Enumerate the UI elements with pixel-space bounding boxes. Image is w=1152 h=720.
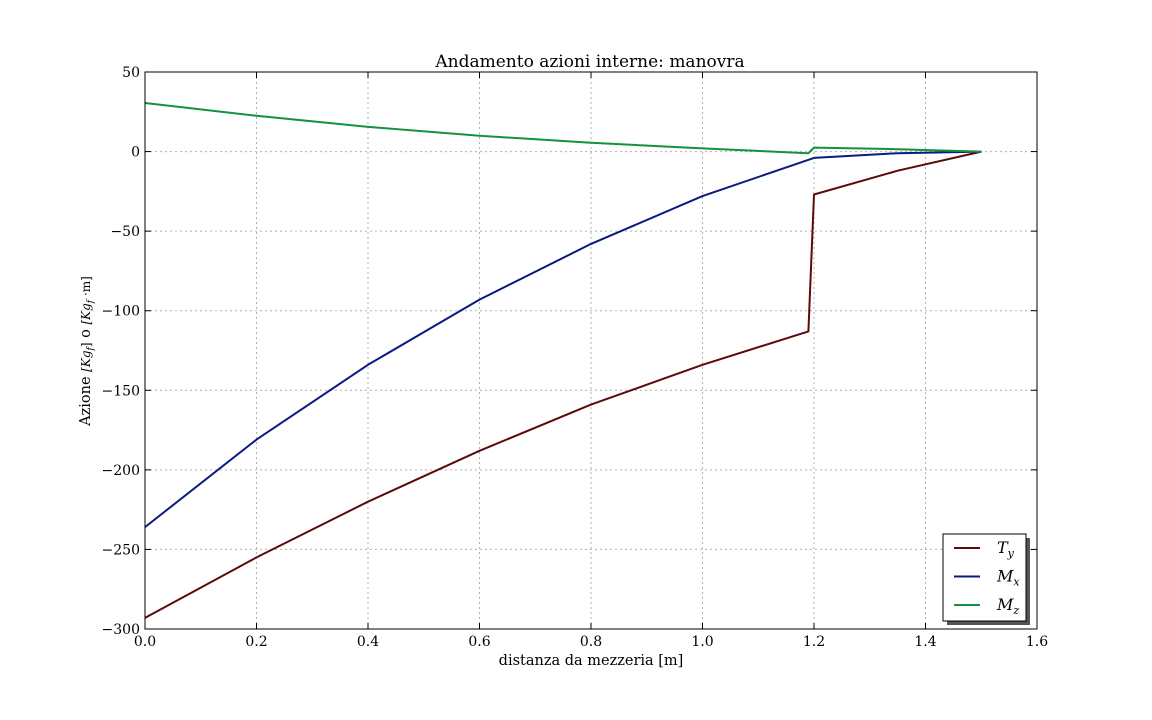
y-tick-label: 50 bbox=[122, 65, 140, 81]
ticks: 0.0 0.2 0.4 0.6 0.8 1.0 1.2 1.4 1.6 50 0 −50 −100 −15… bbox=[102, 65, 1049, 650]
x-tick-label: 0.6 bbox=[468, 634, 490, 650]
y-tick-label: −300 bbox=[102, 622, 140, 638]
y-tick-label: −200 bbox=[102, 463, 140, 479]
x-tick-label: 0.2 bbox=[245, 634, 267, 650]
series-line-Mz bbox=[144, 102, 982, 155]
series-layer bbox=[144, 102, 982, 619]
y-tick-label: −100 bbox=[102, 304, 140, 320]
y-tick-label: −150 bbox=[102, 383, 140, 399]
y-tick-label: −50 bbox=[110, 224, 140, 240]
y-tick-label: −250 bbox=[102, 542, 140, 558]
series-line-Ty bbox=[144, 150, 982, 619]
grid bbox=[145, 72, 1037, 629]
x-axis-label: distanza da mezzeria [m] bbox=[499, 653, 684, 669]
plot-frame bbox=[144, 71, 1038, 630]
y-axis-label: Azione [Kgf] o [Kgf ·m] bbox=[78, 276, 96, 427]
legend-label: Mx bbox=[996, 567, 1020, 589]
x-tick-label: 1.6 bbox=[1026, 634, 1048, 650]
x-tick-label: 1.2 bbox=[803, 634, 825, 650]
legend-label: Ty bbox=[997, 538, 1015, 560]
legend-label: Mz bbox=[996, 595, 1019, 617]
legend: Ty Mx Mz bbox=[942, 533, 1030, 625]
x-tick-label: 0.8 bbox=[580, 634, 602, 650]
x-tick-label: 0.4 bbox=[357, 634, 379, 650]
series-line-Mx bbox=[144, 150, 982, 528]
x-tick-label: 1.4 bbox=[914, 634, 936, 650]
chart-title: Andamento azioni interne: manovra bbox=[434, 52, 744, 72]
y-tick-label: 0 bbox=[131, 145, 140, 161]
x-tick-label: 0.0 bbox=[134, 634, 156, 650]
x-tick-label: 1.0 bbox=[691, 634, 713, 650]
